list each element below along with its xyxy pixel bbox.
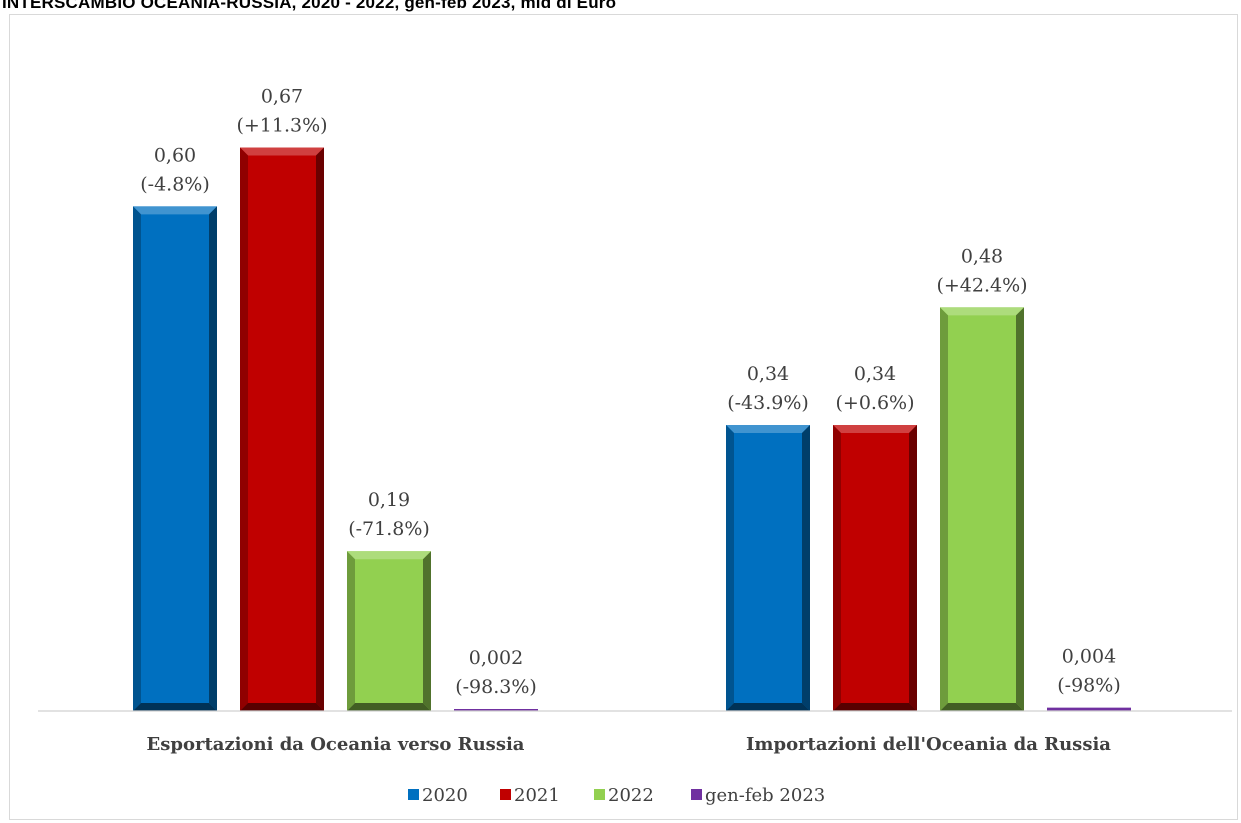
legend-swatch (500, 789, 511, 800)
bar (726, 425, 810, 711)
data-label-value: 0,60 (154, 144, 196, 166)
bar (347, 551, 431, 711)
bar (240, 147, 324, 711)
category-label: Importazioni dell'Oceania da Russia (746, 734, 1111, 755)
data-label-change: (-43.9%) (727, 392, 809, 414)
bar (833, 425, 917, 711)
bar (1047, 707, 1131, 711)
data-label-value: 0,48 (961, 245, 1003, 267)
category-labels: Esportazioni da Oceania verso Russia Impo… (147, 734, 1112, 755)
legend-label: 2020 (422, 785, 468, 806)
data-label-change: (+42.4%) (936, 274, 1027, 296)
data-label-value: 0,19 (368, 489, 410, 511)
legend: 2020 2021 2022 gen-feb 2023 (408, 785, 825, 806)
bars-layer (133, 147, 1131, 711)
legend-swatch (691, 789, 702, 800)
legend-label: 2022 (608, 785, 654, 806)
legend-swatch (408, 789, 419, 800)
data-label-value: 0,67 (261, 86, 303, 108)
bar (454, 709, 538, 711)
data-label-value: 0,002 (469, 647, 523, 669)
data-label-value: 0,34 (747, 363, 789, 385)
chart-title: INTERSCAMBIO OCEANIA-RUSSIA, 2020 - 2022… (2, 0, 617, 12)
labels-layer: 0,60 (-4.8%) 0,67 (+11.3%) 0,19 (-71.8%) 0,002… (140, 86, 1121, 698)
legend-label: 2021 (514, 785, 560, 806)
data-label-change: (+0.6%) (835, 392, 914, 414)
data-label-change: (+11.3%) (236, 115, 327, 137)
data-label-change: (-4.8%) (140, 173, 210, 195)
legend-label: gen-feb 2023 (705, 785, 825, 806)
bar (133, 206, 217, 711)
data-label-change: (-71.8%) (348, 518, 430, 540)
data-label-value: 0,004 (1062, 646, 1116, 668)
data-label-change: (-98%) (1057, 675, 1120, 697)
bar (940, 307, 1024, 711)
category-label: Esportazioni da Oceania verso Russia (147, 734, 525, 755)
legend-swatch (594, 789, 605, 800)
data-label-change: (-98.3%) (455, 676, 537, 698)
data-label-value: 0,34 (854, 363, 896, 385)
